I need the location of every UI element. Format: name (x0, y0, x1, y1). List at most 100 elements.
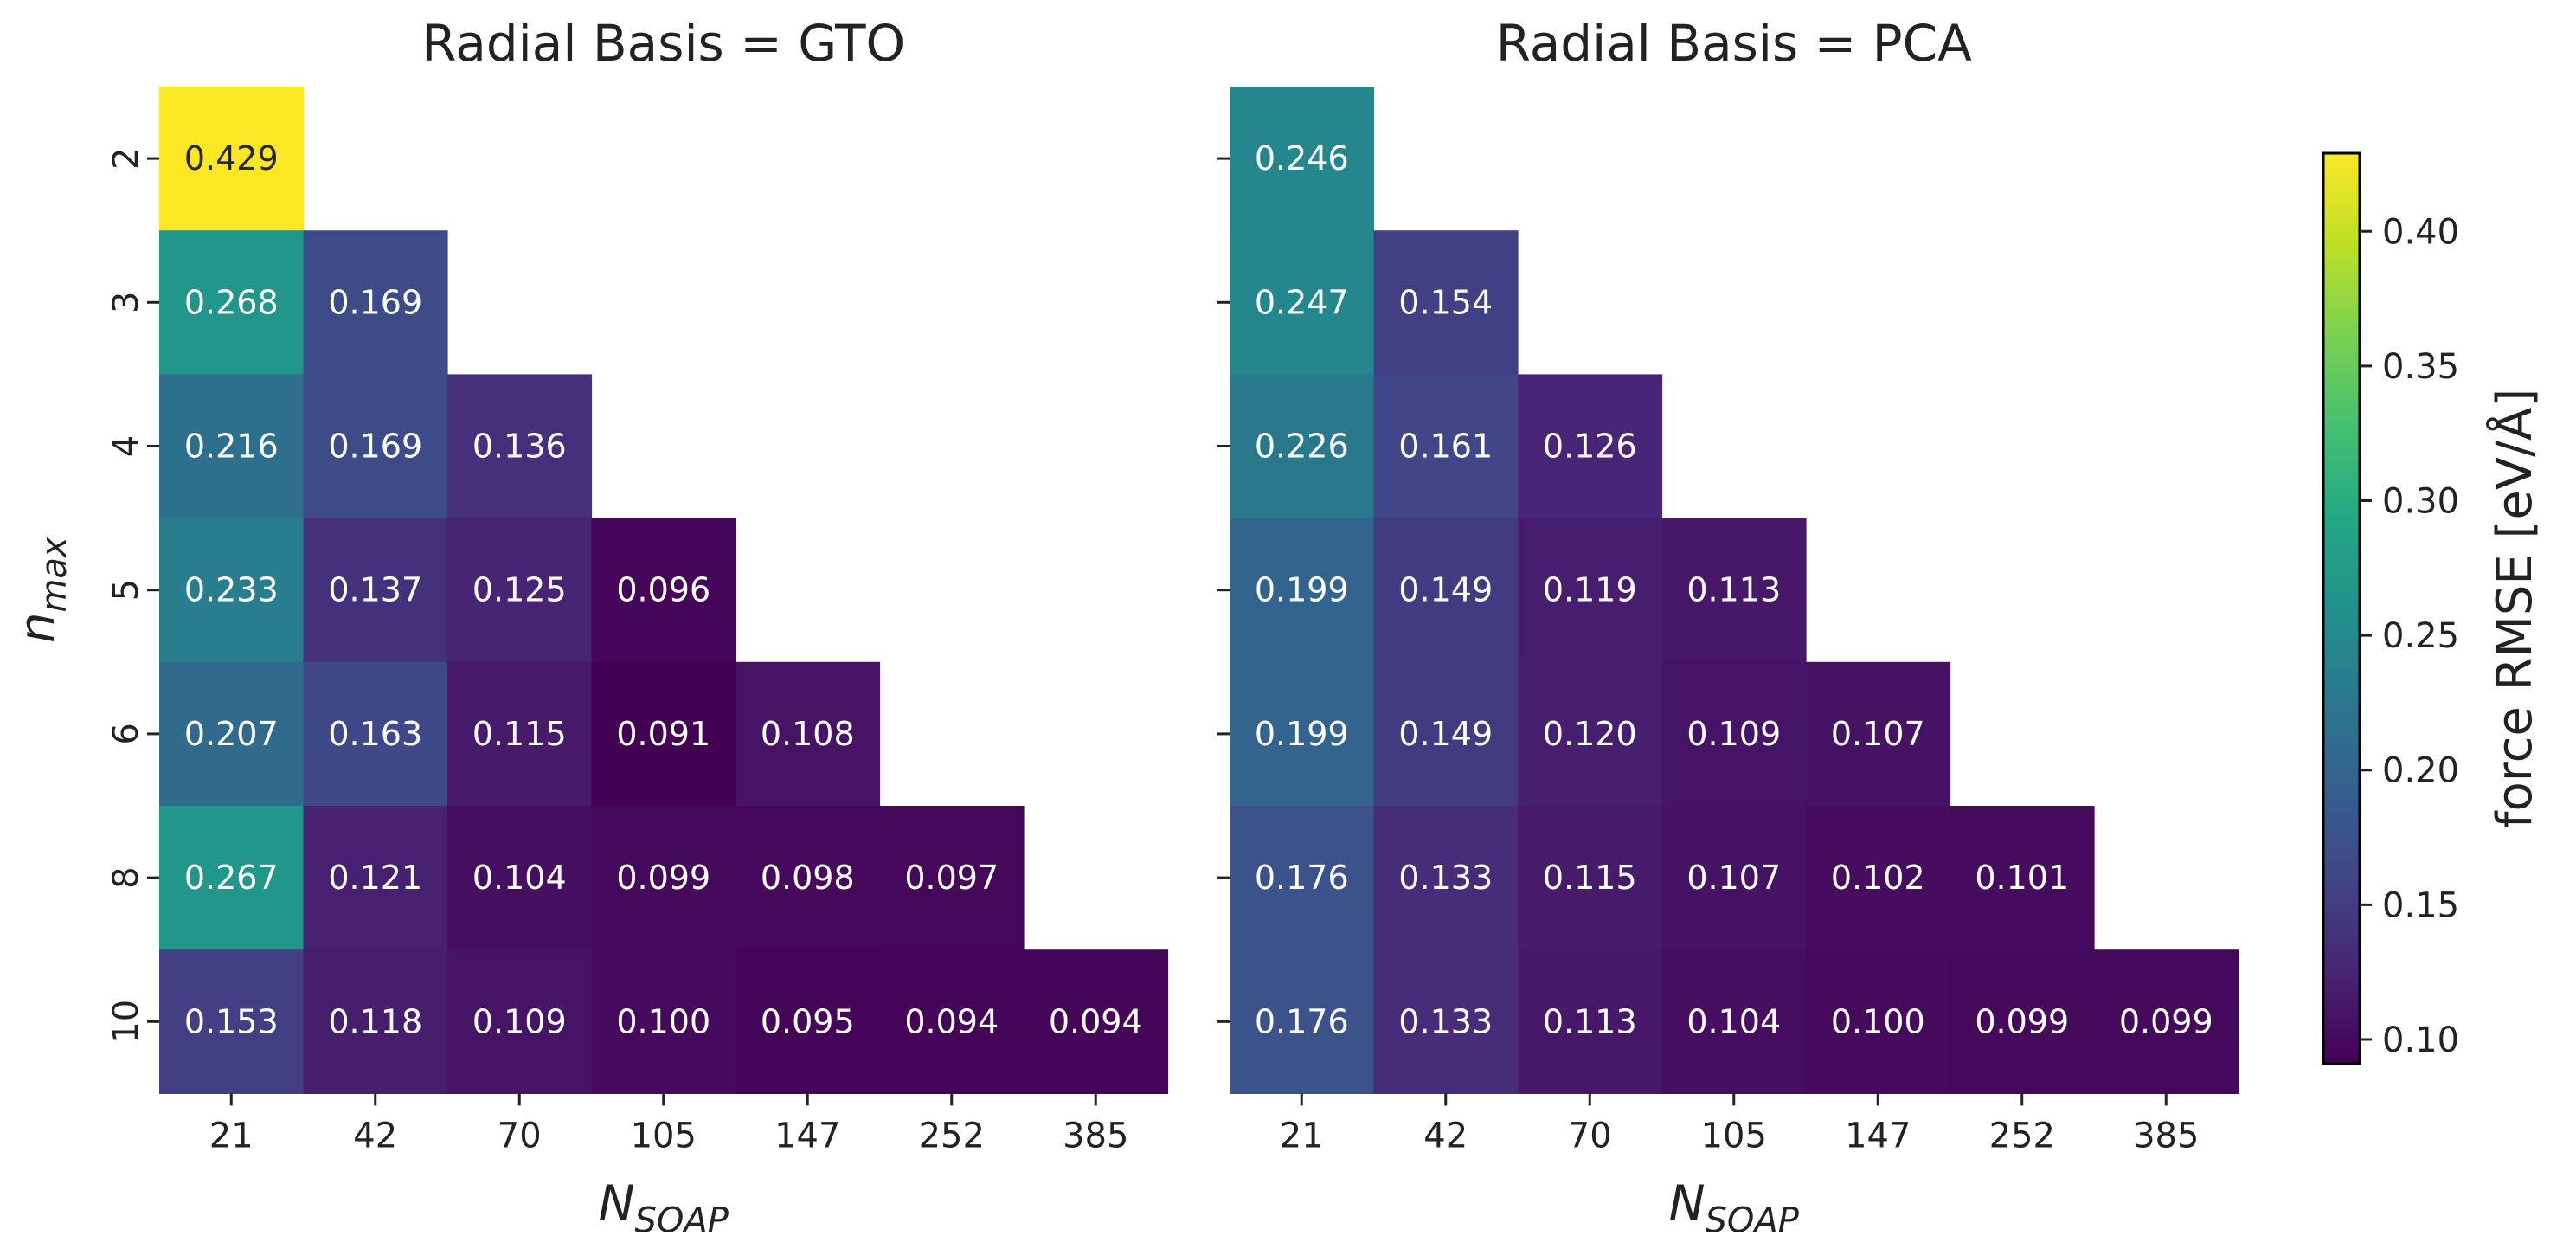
cell-value-label: 0.149 (1398, 715, 1493, 753)
y-tick-label: 3 (106, 292, 146, 313)
cell-value-label: 0.133 (1398, 1002, 1493, 1040)
cell-value-label: 0.137 (328, 571, 422, 609)
heatmap-cell (591, 949, 736, 1094)
cell-value-label: 0.109 (472, 1002, 567, 1040)
heatmap-cell (1518, 374, 1663, 519)
y-tick-label: 6 (106, 723, 146, 744)
heatmap-cell (1518, 949, 1663, 1094)
cell-value-label: 0.119 (1543, 571, 1637, 609)
cell-value-label: 0.216 (184, 428, 279, 466)
cell-value-label: 0.102 (1831, 859, 1925, 897)
cell-value-label: 0.115 (472, 715, 567, 753)
y-tick-label: 4 (106, 435, 146, 457)
cell-value-label: 0.120 (1543, 715, 1637, 753)
cell-value-label: 0.153 (184, 1002, 279, 1040)
cell-value-label: 0.099 (2119, 1002, 2213, 1040)
cell-value-label: 0.099 (1975, 1002, 2069, 1040)
heatmap-cell (303, 661, 448, 807)
cell-value-label: 0.268 (184, 283, 279, 321)
heatmap-cell (447, 374, 593, 519)
heatmap-cell (1230, 518, 1375, 663)
heatmap-cell (159, 518, 305, 663)
y-tick-label: 8 (106, 866, 146, 888)
cell-value-label: 0.113 (1686, 571, 1781, 609)
cell-value-label: 0.113 (1543, 1002, 1637, 1040)
heatmap-cell (879, 806, 1025, 950)
heatmap-cell (303, 374, 448, 519)
heatmap-cell (1806, 661, 1951, 807)
x-tick-label: 105 (1701, 1116, 1767, 1155)
cell-value-label: 0.133 (1398, 859, 1493, 897)
heatmap-cell (1373, 518, 1519, 663)
x-tick-label: 105 (631, 1116, 697, 1155)
colorbar-tick-label: 0.25 (2382, 616, 2459, 656)
cell-value-label: 0.104 (472, 859, 567, 897)
heatmap-cell (1230, 87, 1375, 231)
heatmap-cell (1950, 806, 2095, 950)
cell-value-label: 0.161 (1398, 428, 1493, 466)
heatmap-cell (1230, 230, 1375, 375)
cell-value-label: 0.104 (1686, 1002, 1781, 1040)
cell-value-label: 0.107 (1686, 859, 1781, 897)
heatmap-cell (591, 806, 736, 950)
cell-value-label: 0.247 (1255, 283, 1349, 321)
colorbar-gradient (2322, 151, 2361, 1065)
y-tick-label: 10 (106, 1000, 146, 1044)
y-tick-label: 2 (106, 147, 146, 169)
cell-value-label: 0.163 (328, 715, 422, 753)
x-tick-label: 252 (919, 1116, 985, 1155)
heatmap-cell (1661, 661, 1807, 807)
x-axis-label: NSOAP (1669, 1175, 1800, 1240)
heatmap-pca: 0.246 0.247 0.154 0.226 0.161 0.126 0.199 0.149… (1217, 14, 2239, 1240)
chart-title: Radial Basis = GTO (421, 14, 905, 73)
cell-value-label: 0.126 (1543, 428, 1637, 466)
heatmap-cell (303, 518, 448, 663)
cell-value-label: 0.094 (1049, 1002, 1143, 1040)
cell-value-label: 0.199 (1255, 571, 1349, 609)
heatmap-cell (1661, 949, 1807, 1094)
heatmap-cell (159, 661, 305, 807)
heatmap-cell (447, 661, 593, 807)
cell-value-label: 0.097 (904, 859, 999, 897)
colorbar-tick-label: 0.20 (2382, 751, 2459, 791)
cell-value-label: 0.118 (328, 1002, 422, 1040)
heatmap-cell (1230, 374, 1375, 519)
cell-value-label: 0.121 (328, 859, 422, 897)
cell-value-label: 0.176 (1255, 859, 1349, 897)
heatmap-cell (1373, 661, 1519, 807)
heatmap-cell (159, 806, 305, 950)
x-axis-label: NSOAP (599, 1175, 729, 1240)
heatmap-cell (736, 661, 881, 807)
cell-value-label: 0.099 (616, 859, 710, 897)
colorbar-label: force RMSE [eV/Å] (2486, 389, 2543, 828)
heatmap-cell (736, 806, 881, 950)
cell-value-label: 0.233 (184, 571, 279, 609)
heatmap-cell (1373, 374, 1519, 519)
cell-value-label: 0.108 (761, 715, 855, 753)
heatmap-cell (736, 949, 881, 1094)
heatmap-cell (1661, 518, 1807, 663)
cell-value-label: 0.094 (904, 1002, 999, 1040)
heatmap-cell (1806, 949, 1951, 1094)
heatmap-cell (2094, 949, 2239, 1094)
cell-value-label: 0.107 (1831, 715, 1925, 753)
x-tick-label: 70 (498, 1116, 542, 1155)
cell-value-label: 0.125 (472, 571, 567, 609)
colorbar: 0.10 0.15 0.20 0.25 0.30 0.35 0.40 force RMSE [… (2322, 151, 2543, 1065)
heatmap-cell (591, 661, 736, 807)
cell-value-label: 0.091 (616, 715, 710, 753)
x-tick-label: 21 (209, 1116, 254, 1155)
y-axis-label: nmax (10, 537, 74, 643)
x-tick-label: 42 (353, 1116, 397, 1155)
heatmap-cell (1518, 661, 1663, 807)
colorbar-tick-label: 0.15 (2382, 885, 2459, 925)
cell-value-label: 0.199 (1255, 715, 1349, 753)
heatmap-cell (1230, 949, 1375, 1094)
x-tick-label: 147 (774, 1116, 840, 1155)
x-tick-label: 42 (1423, 1116, 1468, 1155)
heatmap-cell (591, 518, 736, 663)
heatmap-cell (447, 949, 593, 1094)
heatmap-cell (1230, 661, 1375, 807)
x-tick-label: 21 (1280, 1116, 1324, 1155)
